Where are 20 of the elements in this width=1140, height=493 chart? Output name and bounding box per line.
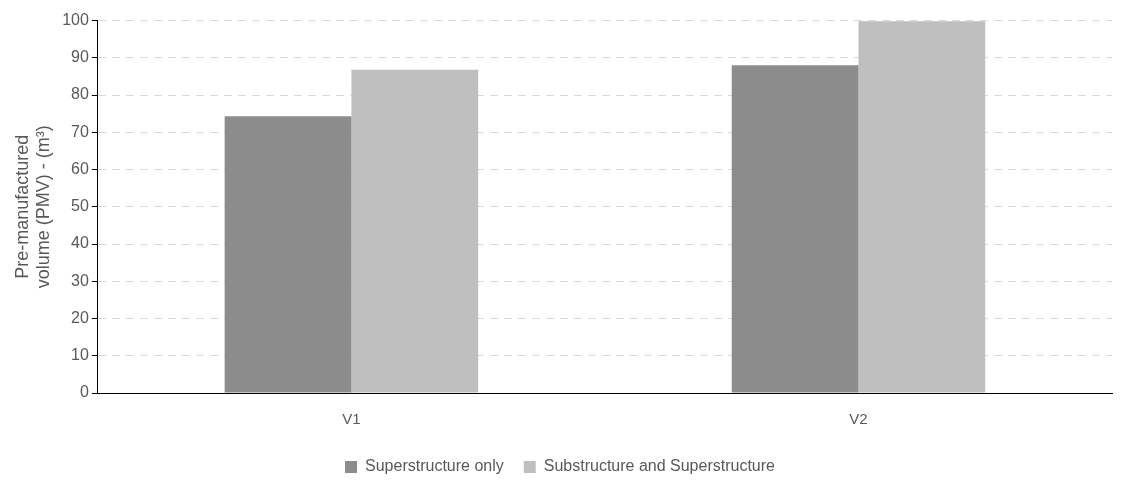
- y-tick-label: 10: [71, 346, 89, 364]
- y-tick-label: 90: [71, 48, 89, 66]
- x-tick-label: V1: [342, 410, 361, 428]
- legend-label: Superstructure only: [365, 457, 504, 475]
- y-axis-title: Pre-manufactured volume (PMV) - (m³): [11, 125, 54, 289]
- y-tick-label: 70: [71, 122, 89, 140]
- y-tick-label: 40: [71, 234, 89, 252]
- legend-label: Substructure and Superstructure: [543, 457, 776, 475]
- y-tick-label: 80: [71, 85, 89, 103]
- y-tick-label: 0: [79, 383, 89, 401]
- y-tick-label: 100: [62, 11, 89, 29]
- y-tick-label: 50: [71, 197, 89, 215]
- y-tick-label: 60: [71, 159, 89, 177]
- y-tick-label: 20: [71, 308, 89, 326]
- bar: [731, 65, 859, 393]
- y-tick-label: 30: [71, 271, 89, 289]
- bar: [224, 116, 352, 393]
- x-tick-label: V2: [849, 410, 868, 428]
- bar: [351, 69, 479, 393]
- bar: [858, 21, 986, 393]
